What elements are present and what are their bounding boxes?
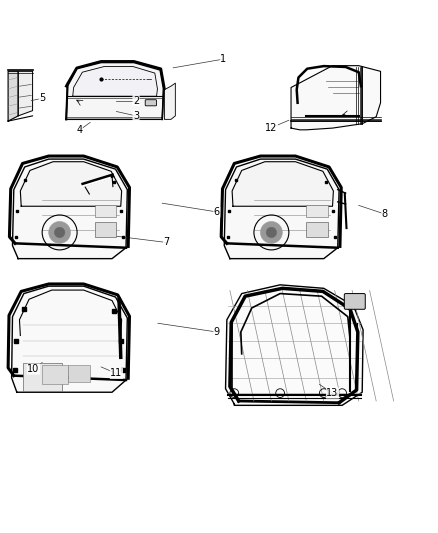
Text: 6: 6 (214, 207, 220, 217)
Text: 1: 1 (220, 54, 226, 64)
Polygon shape (291, 66, 381, 130)
FancyBboxPatch shape (95, 205, 117, 217)
Text: 2: 2 (133, 95, 139, 106)
Text: 4: 4 (76, 125, 82, 135)
FancyBboxPatch shape (306, 205, 328, 217)
Polygon shape (66, 62, 163, 119)
Text: 13: 13 (326, 388, 339, 398)
Polygon shape (232, 161, 333, 206)
Polygon shape (18, 71, 32, 116)
Circle shape (266, 227, 277, 238)
Text: 7: 7 (163, 238, 170, 247)
Circle shape (49, 222, 71, 244)
FancyBboxPatch shape (95, 222, 117, 237)
Polygon shape (224, 159, 339, 259)
Text: 10: 10 (27, 364, 39, 374)
Polygon shape (226, 285, 363, 405)
Polygon shape (12, 286, 127, 392)
Polygon shape (8, 71, 18, 121)
Polygon shape (20, 161, 122, 206)
Polygon shape (164, 83, 175, 119)
Text: 12: 12 (265, 123, 278, 133)
FancyBboxPatch shape (145, 100, 156, 106)
FancyBboxPatch shape (22, 362, 62, 391)
Text: 8: 8 (382, 209, 388, 219)
FancyBboxPatch shape (68, 365, 90, 382)
Polygon shape (73, 67, 157, 96)
Text: 11: 11 (110, 368, 123, 378)
FancyBboxPatch shape (42, 365, 68, 384)
Circle shape (54, 227, 65, 238)
Text: 9: 9 (214, 327, 220, 337)
Text: 3: 3 (133, 111, 139, 121)
FancyBboxPatch shape (306, 222, 328, 237)
Polygon shape (12, 159, 127, 259)
Circle shape (261, 222, 283, 244)
Text: 5: 5 (39, 93, 45, 103)
FancyBboxPatch shape (344, 294, 365, 309)
